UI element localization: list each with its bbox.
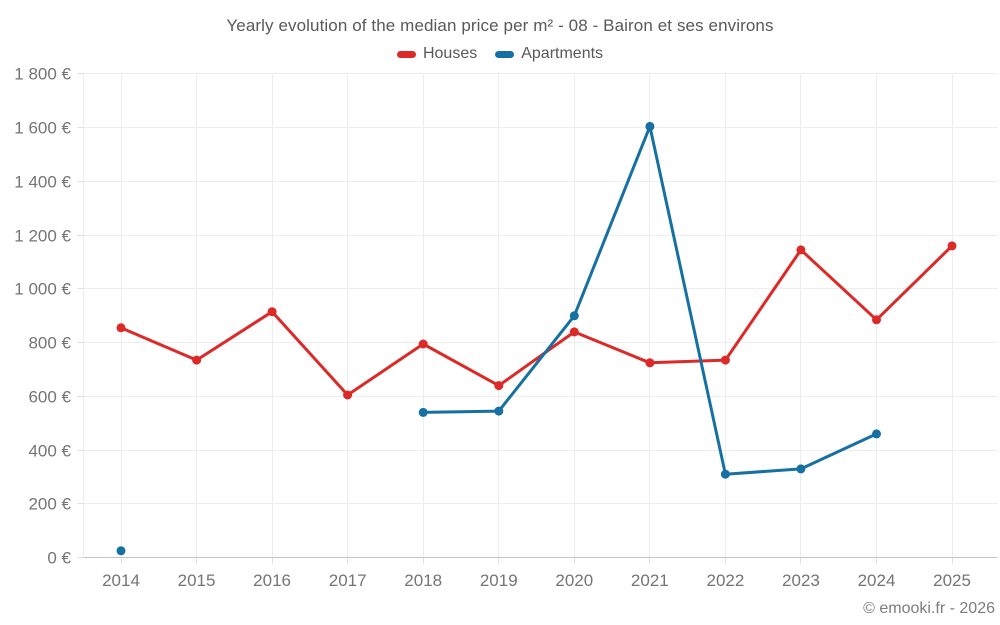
point-houses-2020[interactable] [569, 327, 579, 337]
chart-title: Yearly evolution of the median price per… [226, 16, 774, 35]
point-houses-2019[interactable] [494, 381, 504, 391]
point-houses-2022[interactable] [720, 355, 730, 365]
x-tick-label: 2014 [102, 571, 140, 590]
y-tick-label: 600 € [28, 388, 71, 407]
y-tick-label: 400 € [28, 442, 71, 461]
x-tick-label: 2017 [329, 571, 367, 590]
point-houses-2023[interactable] [796, 245, 806, 255]
legend-item-apartments[interactable]: Apartments [495, 45, 603, 63]
legend-item-houses[interactable]: Houses [396, 45, 478, 63]
point-apartments-2018[interactable] [418, 407, 428, 417]
point-houses-2017[interactable] [343, 390, 353, 400]
x-tick-label: 2020 [555, 571, 593, 590]
point-apartments-2019[interactable] [494, 406, 504, 416]
point-houses-2016[interactable] [267, 307, 277, 317]
point-houses-2014[interactable] [116, 323, 126, 333]
point-apartments-2024[interactable] [872, 429, 881, 439]
point-houses-2015[interactable] [192, 355, 202, 365]
y-tick-label: 200 € [28, 495, 71, 514]
y-tick-label: 800 € [28, 334, 71, 353]
point-houses-2021[interactable] [645, 358, 655, 368]
point-apartments-2021[interactable] [645, 121, 655, 131]
x-tick-label: 2024 [858, 571, 896, 590]
point-apartments-2022[interactable] [720, 469, 730, 479]
point-apartments-2020[interactable] [569, 311, 579, 321]
x-tick-label: 2023 [782, 571, 820, 590]
x-tick-label: 2021 [631, 571, 669, 590]
houses-legend-label: Houses [422, 45, 478, 62]
x-tick-label: 2018 [404, 571, 442, 590]
y-tick-label: 0 € [47, 549, 71, 568]
point-apartments-2023[interactable] [796, 464, 806, 474]
point-houses-2018[interactable] [418, 339, 428, 349]
x-tick-label: 2015 [178, 571, 216, 590]
apartments-series-swatch [495, 50, 515, 58]
y-tick-label: 1 200 € [14, 227, 71, 246]
apartments-legend-label: Apartments [521, 45, 604, 62]
y-tick-label: 1 000 € [14, 280, 71, 299]
x-tick-label: 2016 [253, 571, 291, 590]
series-line-houses [119, 244, 954, 397]
copyright-note: © emooki.fr - 2026 [863, 600, 995, 617]
x-tick-label: 2022 [706, 571, 744, 590]
point-apartments-2014[interactable] [116, 546, 126, 556]
y-tick-label: 1 600 € [14, 119, 71, 138]
point-houses-2024[interactable] [872, 315, 881, 325]
houses-series-swatch [396, 50, 416, 58]
y-tick-label: 1 800 € [14, 65, 71, 84]
x-tick-label: 2025 [933, 571, 971, 590]
chart-legend: Houses Apartments [0, 45, 1000, 63]
y-tick-label: 1 400 € [14, 173, 71, 192]
point-houses-2025[interactable] [947, 241, 957, 251]
x-tick-label: 2019 [480, 571, 518, 590]
